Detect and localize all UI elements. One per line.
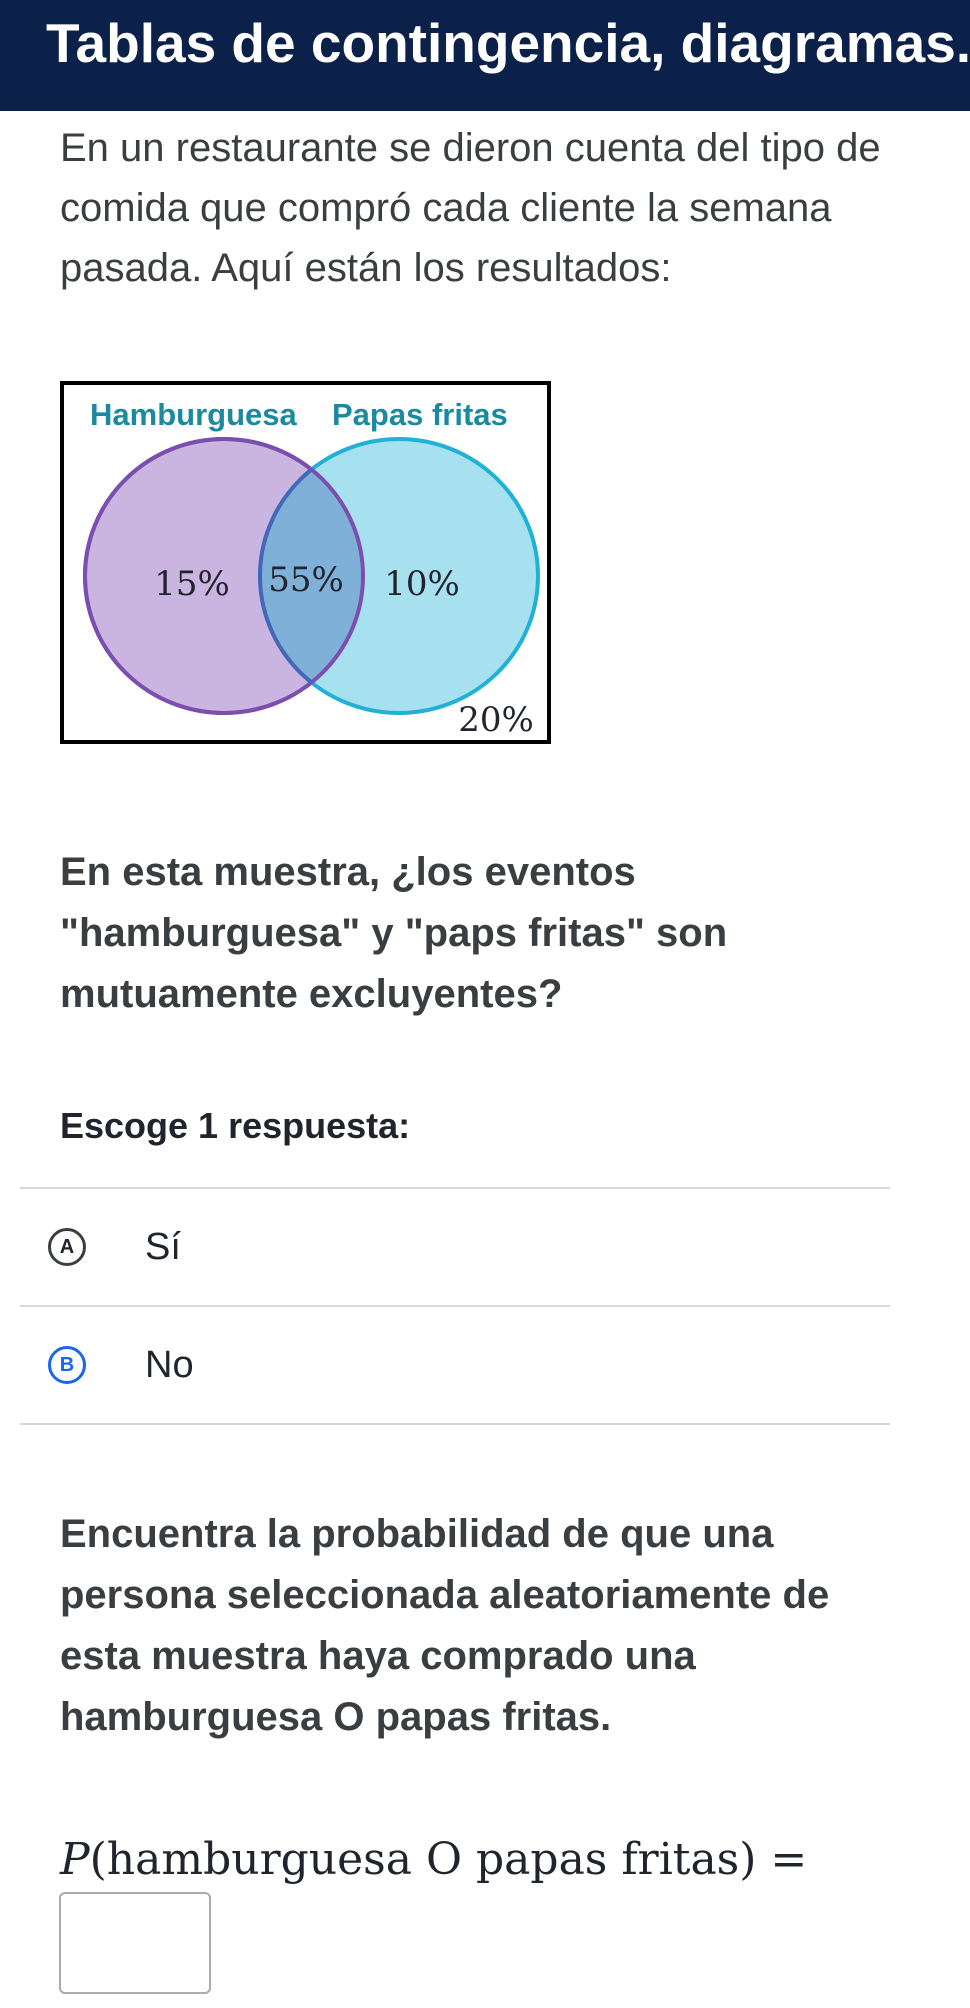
venn-value-outside: 20% (458, 700, 534, 740)
venn-label-left: Hamburguesa (90, 397, 297, 432)
venn-left-outline (83, 437, 365, 715)
choose-label: Escoge 1 respuesta: (60, 1105, 411, 1146)
question-probability: Encuentra la probabilidad de que una per… (60, 1512, 830, 1739)
venn-value-right-only: 10% (384, 564, 460, 604)
divider (20, 1187, 890, 1189)
venn-value-both: 55% (268, 560, 344, 600)
probability-variable: P (60, 1834, 90, 1885)
page-header: Tablas de contingencia, diagramas.. (0, 0, 970, 111)
choice-a[interactable]: A Sí (20, 1189, 890, 1305)
intro-text: En un restaurante se dieron cuenta del t… (60, 126, 881, 290)
question-mutually-exclusive: En esta muestra, ¿los eventos "hamburgue… (60, 850, 728, 1016)
venn-overlap-outline (258, 439, 363, 713)
page-title: Tablas de contingencia, diagramas.. (46, 12, 970, 74)
answer-input[interactable] (59, 1892, 211, 1994)
choice-a-letter: A (48, 1228, 86, 1266)
choice-b[interactable]: B No (20, 1307, 890, 1423)
choice-b-letter: B (48, 1346, 86, 1384)
choice-a-label: Sí (145, 1226, 181, 1268)
venn-label-right: Papas fritas (332, 397, 508, 432)
choice-b-label: No (145, 1344, 194, 1386)
venn-diagram: Hamburguesa Papas fritas 15% 55% 10% 20% (60, 381, 551, 744)
probability-event: (hamburguesa O papas fritas) = (89, 1834, 808, 1885)
divider (20, 1305, 890, 1307)
venn-overlap (260, 439, 363, 713)
divider (20, 1423, 890, 1425)
probability-expression: P(hamburguesa O papas fritas) = (60, 1830, 807, 1890)
venn-value-left-only: 15% (154, 564, 230, 604)
